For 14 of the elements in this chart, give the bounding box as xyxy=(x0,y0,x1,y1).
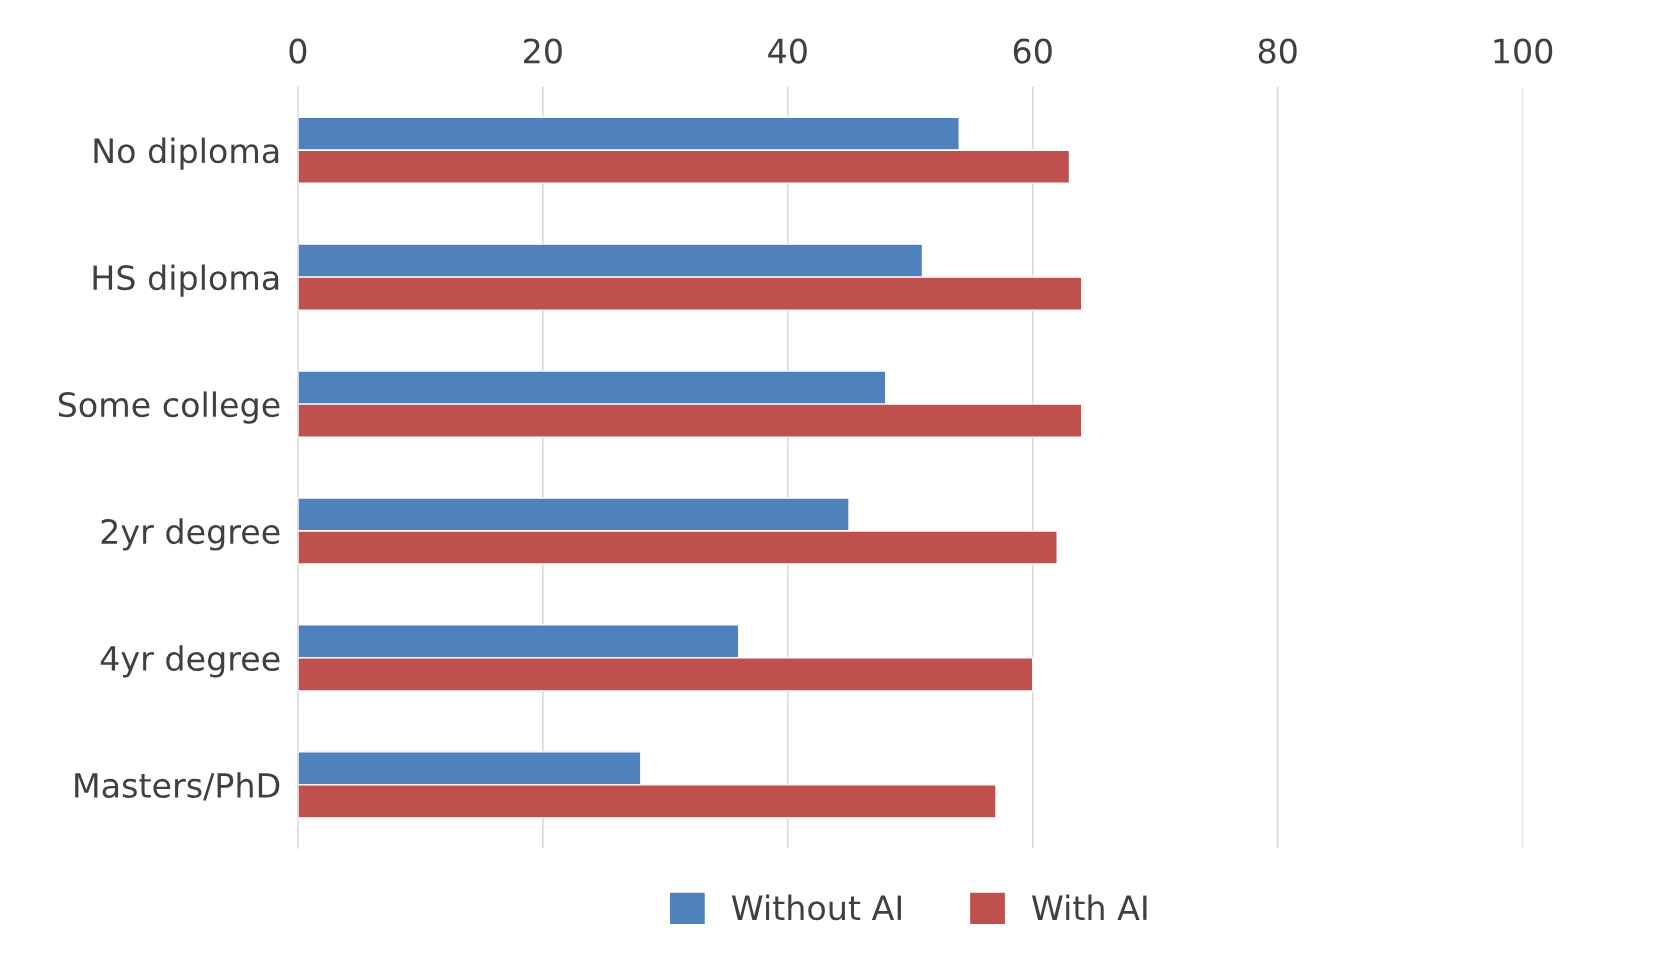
x-tick-label: 0 xyxy=(289,38,307,64)
x-tick-label: 60 xyxy=(1013,38,1052,64)
y-tick-label: No diploma xyxy=(94,137,279,170)
y-tick-label: 4yr degree xyxy=(100,645,280,678)
y-tick-label: 2yr degree xyxy=(101,518,280,551)
legend-label: Without AI xyxy=(731,894,901,921)
x-tick-label: 20 xyxy=(524,38,562,64)
y-tick-label: Some college xyxy=(58,391,280,424)
y-tick-label: Masters/PhD xyxy=(75,772,280,801)
x-tick-label: 40 xyxy=(768,38,807,64)
x-tick-label: 80 xyxy=(1258,38,1297,64)
legend-label: With AI xyxy=(1031,894,1147,920)
y-tick-label: HS diploma xyxy=(93,264,279,297)
x-tick-label: 100 xyxy=(1494,38,1553,64)
